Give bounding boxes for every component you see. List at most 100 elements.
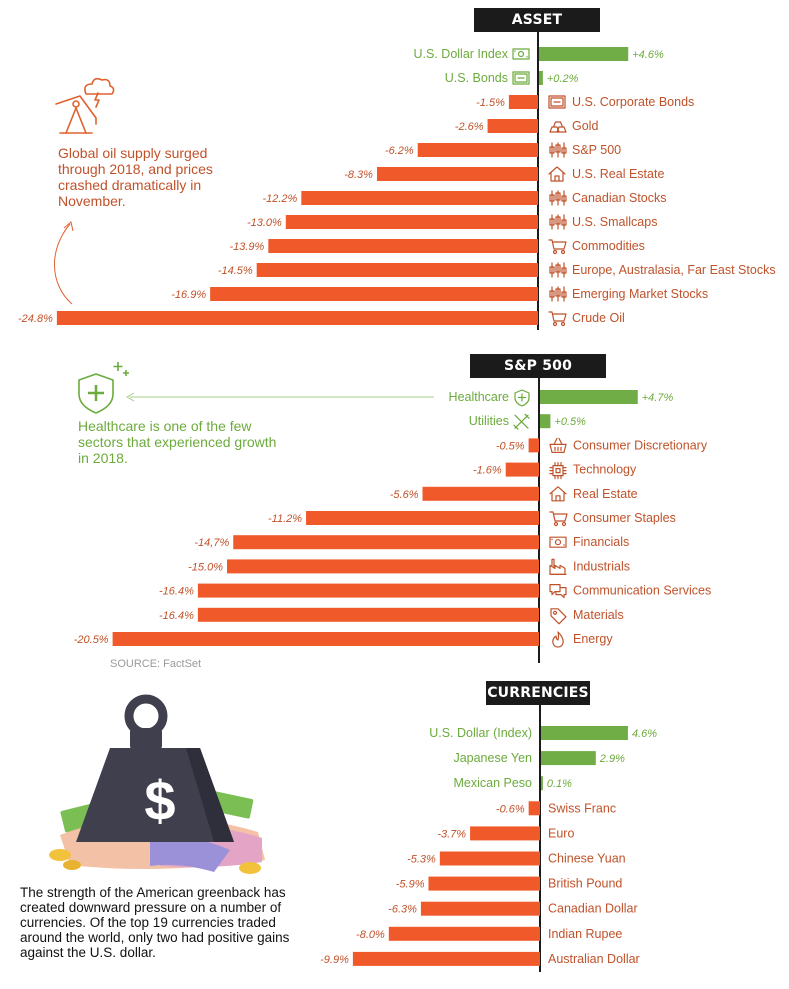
tools-icon (513, 413, 530, 430)
oil-arrow (54, 223, 73, 305)
value-label-australian-dollar: -9.9% (320, 954, 349, 966)
value-label-utilities: +0.5% (554, 416, 586, 428)
category-label-gold: Gold (572, 119, 598, 133)
bar-energy (112, 632, 539, 646)
value-label-u-s-dollar-index: +4.6% (632, 49, 664, 61)
bar-utilities (540, 414, 551, 429)
value-label-crude-oil: -24.8% (18, 313, 53, 325)
candlestick-icon (549, 142, 567, 158)
greenback-note: The strength of the American greenback h… (20, 885, 290, 960)
category-label-british-pound: British Pound (548, 877, 622, 891)
category-label-u-s-smallcaps: U.S. Smallcaps (572, 215, 657, 229)
bar-communication-services (197, 583, 539, 598)
value-label-canadian-stocks: -12.2% (262, 193, 297, 205)
bar-swiss-franc (528, 801, 540, 816)
health-shield-icon (78, 362, 129, 414)
value-label-euro: -3.7% (437, 828, 466, 840)
value-label-swiss-franc: -0.6% (496, 803, 525, 815)
value-label-u-s-corporate-bonds: -1.5% (476, 97, 505, 109)
cart-icon (549, 511, 568, 527)
value-label-u-s-dollar-index: 4.6% (632, 728, 657, 740)
value-label-u-s-smallcaps: -13.0% (247, 217, 282, 229)
category-label-australian-dollar: Australian Dollar (548, 952, 640, 966)
bar-mexican-peso (541, 776, 543, 791)
bar-british-pound (428, 876, 540, 891)
value-label-commodities: -13.9% (229, 241, 264, 253)
category-label-industrials: Industrials (573, 559, 630, 573)
bar-u-s-smallcaps (285, 215, 538, 229)
value-label-communication-services: -16.4% (159, 586, 194, 598)
category-label-real-estate: Real Estate (573, 487, 638, 501)
money-weight-illustration: $ (49, 694, 265, 874)
bar-japanese-yen (541, 751, 596, 766)
value-label-real-estate: -5.6% (390, 489, 419, 501)
category-label-crude-oil: Crude Oil (572, 311, 625, 325)
bar-europe-australasia-far-east-stocks (256, 263, 538, 277)
category-label-u-s-dollar-index: U.S. Dollar Index (414, 47, 509, 61)
bar-industrials (227, 559, 539, 574)
category-label-indian-rupee: Indian Rupee (548, 927, 622, 941)
value-label-japanese-yen: 2.9% (599, 753, 625, 765)
value-label-u-s-bonds: +0.2% (547, 73, 579, 85)
bar-financials (233, 535, 540, 550)
category-label-consumer-staples: Consumer Staples (573, 511, 676, 525)
category-label-emerging-market-stocks: Emerging Market Stocks (572, 287, 708, 301)
dollar-bill-icon (549, 536, 567, 548)
bar-materials (197, 607, 539, 622)
candlestick-icon (549, 262, 567, 278)
candlestick-icon (549, 214, 567, 230)
dollar-bill-icon (512, 48, 530, 60)
bar-healthcare (540, 390, 638, 404)
category-label-u-s-bonds: U.S. Bonds (445, 71, 508, 85)
value-label-energy: -20.5% (74, 634, 109, 646)
value-label-consumer-staples: -11.2% (268, 513, 302, 525)
bar-u-s-bonds (539, 71, 543, 85)
category-label-utilities: Utilities (469, 414, 509, 428)
bar-commodities (268, 239, 538, 253)
category-label-materials: Materials (573, 608, 624, 622)
candlestick-icon (549, 286, 567, 302)
category-label-energy: Energy (573, 632, 613, 646)
category-label-canadian-stocks: Canadian Stocks (572, 191, 667, 205)
bar-u-s-dollar-index (541, 726, 628, 740)
bar-consumer-discretionary (528, 438, 539, 453)
category-label-financials: Financials (573, 535, 629, 549)
bar-canadian-stocks (301, 191, 538, 205)
value-label-british-pound: -5.9% (396, 879, 425, 891)
category-label-technology: Technology (573, 463, 637, 477)
bond-certificate-icon (512, 71, 530, 85)
currencies-chart: 4.6% U.S. Dollar (Index) 2.9% Japanese Yen 0… (320, 705, 657, 972)
bar-s-p-500 (417, 143, 538, 157)
category-label-healthcare: Healthcare (449, 390, 509, 404)
value-label-emerging-market-stocks: -16.9% (171, 289, 206, 301)
oil-arrow-head (63, 221, 74, 232)
category-label-u-s-real-estate: U.S. Real Estate (572, 167, 664, 181)
bar-canadian-dollar (420, 901, 540, 916)
flame-icon (552, 631, 564, 648)
category-label-euro: Euro (548, 826, 574, 840)
oil-note: Global oil supply surged through 2018, a… (58, 145, 213, 209)
category-label-s-p-500: S&P 500 (572, 143, 621, 157)
chip-icon (549, 462, 567, 480)
bar-gold (487, 119, 538, 133)
healthcare-note: Healthcare is one of the few sectors tha… (78, 418, 277, 466)
bar-crude-oil (56, 311, 538, 325)
category-label-commodities: Commodities (572, 239, 645, 253)
basket-icon (549, 437, 567, 453)
s-p-500-sectors-chart: +4.7% Healthcare +0.5% Utilities -0.5% Consum… (74, 378, 711, 663)
value-label-technology: -1.6% (473, 465, 502, 477)
health-shield-icon (514, 389, 530, 407)
bar-real-estate (422, 486, 539, 501)
factory-icon (549, 558, 567, 576)
house-icon (548, 166, 566, 182)
currencies-header: CURRENCIES (486, 681, 590, 705)
bond-certificate-icon (548, 95, 566, 109)
bar-u-s-dollar-index (539, 47, 629, 61)
bar-consumer-staples (306, 511, 539, 525)
value-label-europe-australasia-far-east-stocks: -14.5% (218, 265, 253, 277)
gold-bars-icon (549, 121, 567, 133)
value-label-consumer-discretionary: -0.5% (496, 440, 525, 452)
category-label-canadian-dollar: Canadian Dollar (548, 902, 638, 916)
